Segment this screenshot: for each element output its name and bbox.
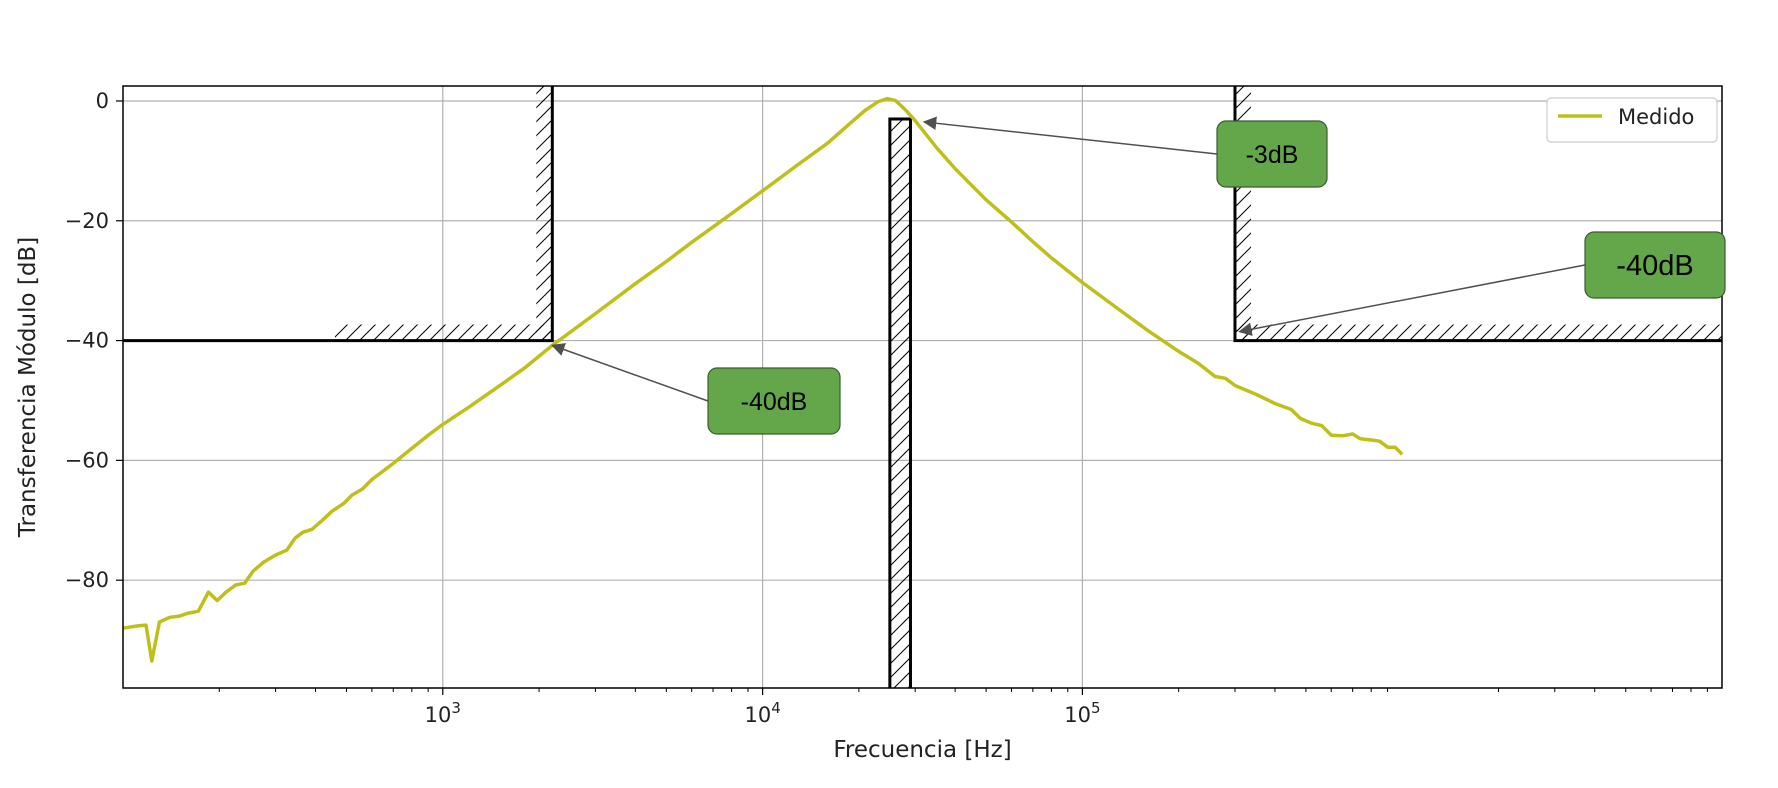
annotation-box xyxy=(707,367,841,435)
annotation-label: -40dB xyxy=(1616,250,1693,282)
x-tick-label: 103 xyxy=(425,699,461,727)
y-tick-label: −80 xyxy=(65,568,109,592)
annotation: -40dB xyxy=(1238,231,1726,336)
x-tick-label: 104 xyxy=(744,699,780,727)
mask-notch-hatch xyxy=(889,118,911,688)
annotation-box xyxy=(1216,120,1328,188)
grid xyxy=(123,86,1722,688)
mask-hatch-left-horizontal xyxy=(335,324,553,341)
y-tick-label: −60 xyxy=(65,448,109,472)
annotation: -40dB xyxy=(551,343,841,435)
mask-hatch-left-vertical xyxy=(536,86,553,341)
y-axis-label: Transferencia Módulo [dB] xyxy=(15,237,41,538)
mask-template xyxy=(123,86,1722,688)
series-layer xyxy=(123,96,1404,663)
mask-left-edge xyxy=(123,86,554,343)
legend-label: Medido xyxy=(1618,105,1694,129)
mask-hatch-right-horizontal xyxy=(1234,324,1722,341)
annotation-label: -40dB xyxy=(741,388,808,416)
annotation-arrow xyxy=(922,116,1218,155)
annotation-arrow xyxy=(1238,264,1586,336)
y-tick-label: 0 xyxy=(96,89,109,113)
y-tick-label: −40 xyxy=(65,329,109,353)
annotations: -40dB -3dB -40dB xyxy=(551,116,1726,435)
annotation-label: -3dB xyxy=(1246,141,1299,169)
plot-frame xyxy=(122,85,1723,689)
annotation-arrow xyxy=(551,343,709,402)
mask-notch-edge xyxy=(888,117,912,688)
x-tick-label: 105 xyxy=(1064,699,1100,727)
legend: Medido xyxy=(1546,97,1718,143)
annotation: -3dB xyxy=(922,116,1328,188)
series-line-medido xyxy=(123,96,1404,663)
y-tick-label: −20 xyxy=(65,209,109,233)
x-axis-label: Frecuencia [Hz] xyxy=(833,737,1011,763)
legend-box xyxy=(1546,97,1718,143)
ticks: 103 104 105 0 −20 −40 −60 −80 xyxy=(65,89,1708,727)
annotation-box xyxy=(1584,231,1726,299)
